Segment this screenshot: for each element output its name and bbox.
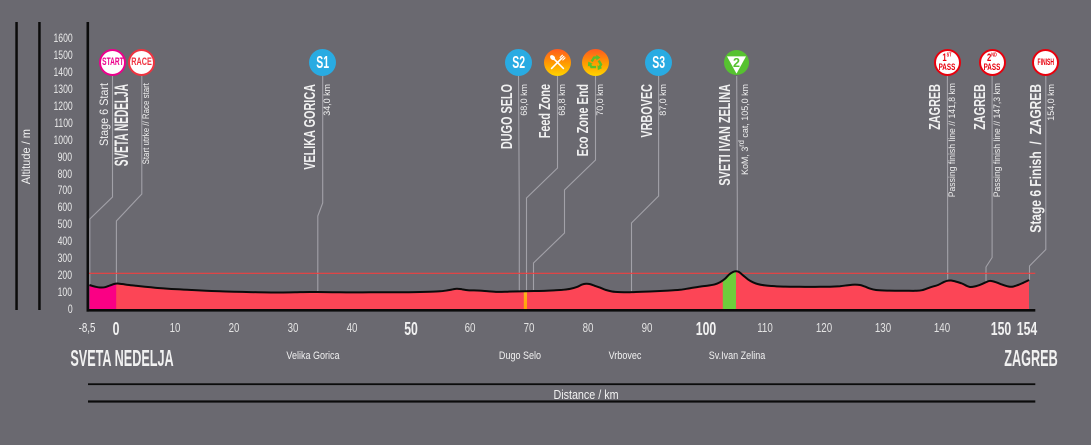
- svg-text:2: 2: [733, 55, 740, 69]
